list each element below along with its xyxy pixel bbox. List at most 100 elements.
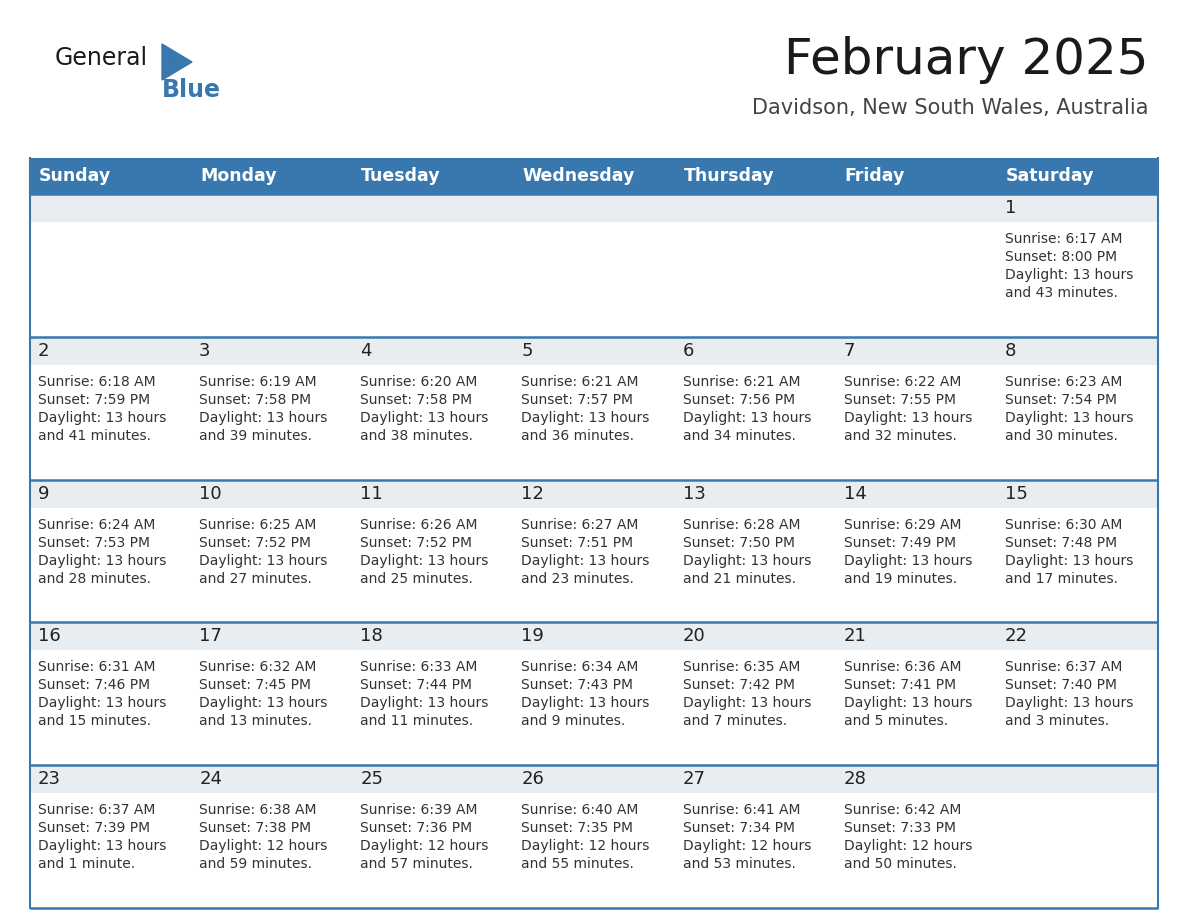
Text: and 59 minutes.: and 59 minutes.	[200, 857, 312, 871]
Text: Daylight: 12 hours: Daylight: 12 hours	[843, 839, 972, 853]
Text: Sunday: Sunday	[39, 167, 112, 185]
Bar	[997, 194, 1158, 222]
Bar	[191, 194, 353, 222]
Text: and 9 minutes.: and 9 minutes.	[522, 714, 626, 728]
Bar	[997, 766, 1158, 793]
Bar	[675, 508, 835, 622]
Text: and 11 minutes.: and 11 minutes.	[360, 714, 473, 728]
Bar	[353, 479, 513, 508]
Text: Sunset: 8:00 PM: Sunset: 8:00 PM	[1005, 250, 1117, 264]
Bar	[997, 337, 1158, 364]
Bar	[675, 650, 835, 766]
Bar	[191, 508, 353, 622]
Text: 27: 27	[683, 770, 706, 789]
Text: Sunset: 7:33 PM: Sunset: 7:33 PM	[843, 822, 955, 835]
Text: Tuesday: Tuesday	[361, 167, 441, 185]
Bar	[997, 222, 1158, 337]
Text: Sunrise: 6:27 AM: Sunrise: 6:27 AM	[522, 518, 639, 532]
Bar	[835, 337, 997, 364]
Bar	[30, 222, 191, 337]
Text: Daylight: 13 hours: Daylight: 13 hours	[38, 410, 166, 425]
Text: Daylight: 13 hours: Daylight: 13 hours	[683, 554, 811, 567]
Text: 12: 12	[522, 485, 544, 502]
Bar	[675, 793, 835, 908]
Bar	[191, 622, 353, 650]
Text: Sunset: 7:55 PM: Sunset: 7:55 PM	[843, 393, 955, 407]
Text: Blue: Blue	[162, 78, 221, 102]
Text: Daylight: 13 hours: Daylight: 13 hours	[38, 839, 166, 853]
Text: Sunrise: 6:17 AM: Sunrise: 6:17 AM	[1005, 232, 1123, 246]
Bar	[513, 158, 675, 194]
Text: Sunrise: 6:40 AM: Sunrise: 6:40 AM	[522, 803, 639, 817]
Polygon shape	[162, 44, 192, 80]
Text: Sunrise: 6:33 AM: Sunrise: 6:33 AM	[360, 660, 478, 675]
Text: 25: 25	[360, 770, 384, 789]
Text: Daylight: 13 hours: Daylight: 13 hours	[683, 697, 811, 711]
Text: Sunrise: 6:26 AM: Sunrise: 6:26 AM	[360, 518, 478, 532]
Text: Sunset: 7:39 PM: Sunset: 7:39 PM	[38, 822, 150, 835]
Text: and 13 minutes.: and 13 minutes.	[200, 714, 312, 728]
Text: 9: 9	[38, 485, 50, 502]
Bar	[513, 622, 675, 650]
Text: and 57 minutes.: and 57 minutes.	[360, 857, 473, 871]
Bar	[513, 194, 675, 222]
Text: and 19 minutes.: and 19 minutes.	[843, 572, 956, 586]
Text: Sunrise: 6:28 AM: Sunrise: 6:28 AM	[683, 518, 800, 532]
Bar	[30, 158, 191, 194]
Text: Daylight: 13 hours: Daylight: 13 hours	[843, 554, 972, 567]
Text: 22: 22	[1005, 627, 1028, 645]
Text: and 5 minutes.: and 5 minutes.	[843, 714, 948, 728]
Bar	[835, 158, 997, 194]
Bar	[675, 158, 835, 194]
Text: and 27 minutes.: and 27 minutes.	[200, 572, 312, 586]
Bar	[513, 650, 675, 766]
Bar	[675, 222, 835, 337]
Text: Sunset: 7:53 PM: Sunset: 7:53 PM	[38, 535, 150, 550]
Text: 4: 4	[360, 341, 372, 360]
Text: 6: 6	[683, 341, 694, 360]
Bar	[835, 194, 997, 222]
Text: Sunrise: 6:32 AM: Sunrise: 6:32 AM	[200, 660, 316, 675]
Text: 3: 3	[200, 341, 210, 360]
Bar	[513, 793, 675, 908]
Bar	[997, 158, 1158, 194]
Text: and 50 minutes.: and 50 minutes.	[843, 857, 956, 871]
Text: Daylight: 13 hours: Daylight: 13 hours	[1005, 410, 1133, 425]
Bar	[30, 650, 191, 766]
Bar	[30, 194, 191, 222]
Bar	[30, 622, 191, 650]
Text: and 17 minutes.: and 17 minutes.	[1005, 572, 1118, 586]
Bar	[353, 650, 513, 766]
Text: Sunrise: 6:23 AM: Sunrise: 6:23 AM	[1005, 375, 1123, 389]
Bar	[513, 479, 675, 508]
Text: Sunrise: 6:31 AM: Sunrise: 6:31 AM	[38, 660, 156, 675]
Text: Daylight: 13 hours: Daylight: 13 hours	[1005, 268, 1133, 282]
Text: and 34 minutes.: and 34 minutes.	[683, 429, 796, 442]
Text: and 55 minutes.: and 55 minutes.	[522, 857, 634, 871]
Text: Daylight: 13 hours: Daylight: 13 hours	[200, 554, 328, 567]
Text: Sunrise: 6:36 AM: Sunrise: 6:36 AM	[843, 660, 961, 675]
Text: Daylight: 13 hours: Daylight: 13 hours	[360, 554, 488, 567]
Bar	[353, 793, 513, 908]
Text: Sunset: 7:41 PM: Sunset: 7:41 PM	[843, 678, 956, 692]
Text: General: General	[55, 46, 148, 70]
Bar	[191, 650, 353, 766]
Text: and 41 minutes.: and 41 minutes.	[38, 429, 151, 442]
Text: February 2025: February 2025	[784, 36, 1148, 84]
Bar	[835, 650, 997, 766]
Text: Daylight: 13 hours: Daylight: 13 hours	[1005, 554, 1133, 567]
Text: and 21 minutes.: and 21 minutes.	[683, 572, 796, 586]
Text: Sunset: 7:34 PM: Sunset: 7:34 PM	[683, 822, 795, 835]
Text: Daylight: 13 hours: Daylight: 13 hours	[1005, 697, 1133, 711]
Text: and 36 minutes.: and 36 minutes.	[522, 429, 634, 442]
Text: Sunrise: 6:21 AM: Sunrise: 6:21 AM	[522, 375, 639, 389]
Text: and 3 minutes.: and 3 minutes.	[1005, 714, 1108, 728]
Bar	[675, 622, 835, 650]
Text: Sunrise: 6:35 AM: Sunrise: 6:35 AM	[683, 660, 800, 675]
Text: Sunrise: 6:38 AM: Sunrise: 6:38 AM	[200, 803, 317, 817]
Text: Sunset: 7:56 PM: Sunset: 7:56 PM	[683, 393, 795, 407]
Text: Sunset: 7:40 PM: Sunset: 7:40 PM	[1005, 678, 1117, 692]
Text: and 38 minutes.: and 38 minutes.	[360, 429, 473, 442]
Text: 19: 19	[522, 627, 544, 645]
Bar	[191, 479, 353, 508]
